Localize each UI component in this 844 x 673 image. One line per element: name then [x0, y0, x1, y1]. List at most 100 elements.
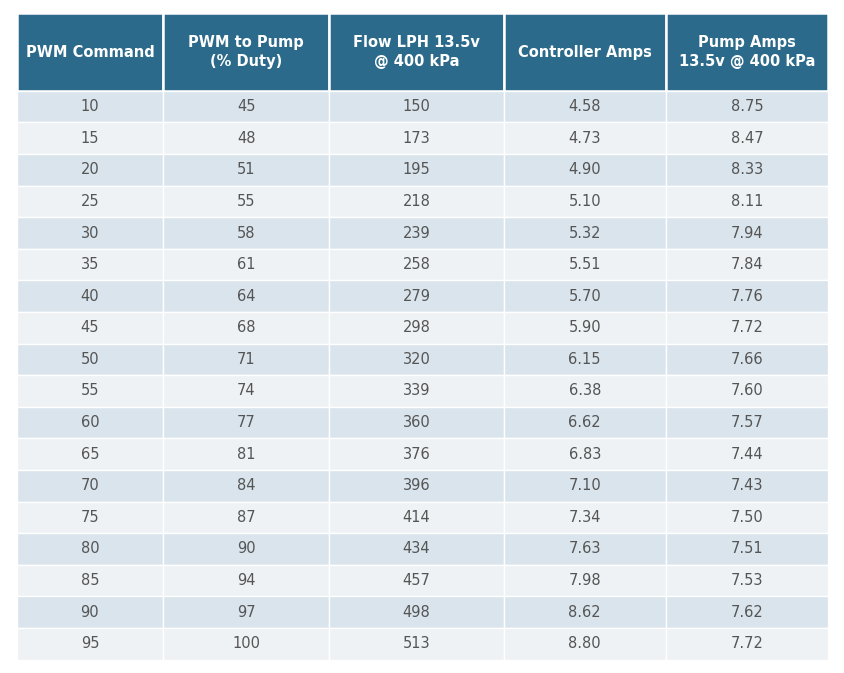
Text: 87: 87: [236, 510, 255, 525]
Bar: [503, 281, 665, 312]
Text: 8.11: 8.11: [730, 194, 762, 209]
Bar: [329, 122, 503, 154]
Bar: [665, 501, 827, 533]
Text: 396: 396: [402, 479, 430, 493]
Text: 7.43: 7.43: [730, 479, 762, 493]
Text: 5.51: 5.51: [568, 257, 600, 272]
Text: 95: 95: [80, 636, 99, 651]
Text: 97: 97: [236, 604, 255, 620]
Text: 6.38: 6.38: [568, 384, 600, 398]
Text: 7.60: 7.60: [730, 384, 762, 398]
Text: 40: 40: [80, 289, 99, 304]
Bar: [163, 501, 329, 533]
Text: 7.34: 7.34: [568, 510, 600, 525]
Text: 173: 173: [402, 131, 430, 146]
Bar: [329, 406, 503, 438]
Text: 8.75: 8.75: [730, 99, 762, 114]
Bar: [665, 344, 827, 376]
Text: 5.70: 5.70: [568, 289, 600, 304]
Text: 7.66: 7.66: [730, 352, 762, 367]
Bar: [329, 217, 503, 249]
Bar: [163, 154, 329, 186]
Text: 513: 513: [402, 636, 430, 651]
Text: 6.83: 6.83: [568, 447, 600, 462]
Bar: [665, 406, 827, 438]
Bar: [17, 406, 163, 438]
Text: 5.10: 5.10: [568, 194, 600, 209]
Text: Flow LPH 13.5v
@ 400 kPa: Flow LPH 13.5v @ 400 kPa: [353, 36, 479, 69]
Text: 5.90: 5.90: [568, 320, 600, 335]
Text: 55: 55: [80, 384, 99, 398]
Bar: [329, 249, 503, 281]
Text: 61: 61: [236, 257, 255, 272]
Text: 7.72: 7.72: [730, 636, 762, 651]
Bar: [163, 13, 329, 91]
Text: 457: 457: [402, 573, 430, 588]
Bar: [503, 501, 665, 533]
Bar: [503, 13, 665, 91]
Text: 65: 65: [80, 447, 99, 462]
Text: 80: 80: [80, 542, 99, 557]
Bar: [665, 186, 827, 217]
Text: 434: 434: [402, 542, 430, 557]
Text: 239: 239: [402, 225, 430, 240]
Bar: [665, 91, 827, 122]
Bar: [329, 91, 503, 122]
Text: 94: 94: [236, 573, 255, 588]
Text: 25: 25: [80, 194, 99, 209]
Text: 195: 195: [402, 162, 430, 178]
Bar: [665, 154, 827, 186]
Bar: [163, 596, 329, 628]
Text: 7.51: 7.51: [730, 542, 762, 557]
Text: 279: 279: [402, 289, 430, 304]
Bar: [163, 438, 329, 470]
Text: 298: 298: [402, 320, 430, 335]
Bar: [17, 217, 163, 249]
Text: 30: 30: [80, 225, 99, 240]
Text: 15: 15: [80, 131, 99, 146]
Bar: [665, 249, 827, 281]
Bar: [329, 438, 503, 470]
Bar: [163, 186, 329, 217]
Bar: [665, 281, 827, 312]
Bar: [503, 533, 665, 565]
Bar: [17, 470, 163, 501]
Text: 7.63: 7.63: [568, 542, 600, 557]
Text: 8.47: 8.47: [730, 131, 762, 146]
Bar: [503, 376, 665, 406]
Bar: [503, 344, 665, 376]
Bar: [163, 344, 329, 376]
Text: 45: 45: [236, 99, 255, 114]
Bar: [17, 628, 163, 660]
Text: 5.32: 5.32: [568, 225, 600, 240]
Text: 7.10: 7.10: [568, 479, 600, 493]
Text: 10: 10: [80, 99, 99, 114]
Bar: [163, 281, 329, 312]
Bar: [17, 13, 163, 91]
Bar: [17, 91, 163, 122]
Text: 60: 60: [80, 415, 99, 430]
Text: 70: 70: [80, 479, 99, 493]
Text: 85: 85: [80, 573, 99, 588]
Bar: [163, 628, 329, 660]
Bar: [163, 122, 329, 154]
Bar: [17, 312, 163, 344]
Text: 20: 20: [80, 162, 99, 178]
Bar: [503, 217, 665, 249]
Bar: [163, 533, 329, 565]
Bar: [163, 565, 329, 596]
Text: 77: 77: [236, 415, 255, 430]
Bar: [329, 596, 503, 628]
Bar: [163, 249, 329, 281]
Text: 414: 414: [402, 510, 430, 525]
Text: 64: 64: [236, 289, 255, 304]
Bar: [503, 565, 665, 596]
Text: 50: 50: [80, 352, 99, 367]
Bar: [17, 186, 163, 217]
Text: 58: 58: [236, 225, 255, 240]
Text: 7.98: 7.98: [568, 573, 600, 588]
Bar: [163, 470, 329, 501]
Bar: [665, 312, 827, 344]
Text: 4.58: 4.58: [568, 99, 600, 114]
Bar: [17, 533, 163, 565]
